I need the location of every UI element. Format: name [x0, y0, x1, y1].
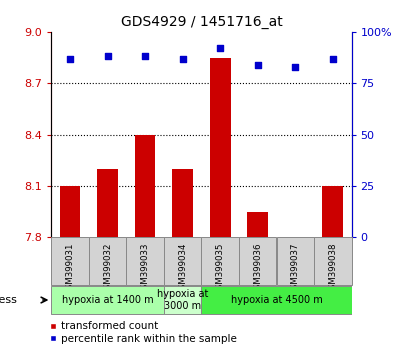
FancyBboxPatch shape: [164, 286, 201, 314]
Text: hypoxia at 1400 m: hypoxia at 1400 m: [62, 295, 153, 305]
Point: [255, 62, 261, 68]
Bar: [60, 186, 81, 237]
Bar: [135, 135, 156, 237]
Point: [142, 54, 149, 59]
FancyBboxPatch shape: [239, 237, 276, 285]
Text: stress: stress: [0, 295, 18, 305]
Text: GSM399031: GSM399031: [66, 243, 75, 296]
Bar: [172, 169, 193, 237]
Point: [104, 54, 111, 59]
Text: GSM399034: GSM399034: [178, 243, 187, 296]
Point: [179, 56, 186, 61]
Bar: [247, 211, 268, 237]
Text: hypoxia at 4500 m: hypoxia at 4500 m: [231, 295, 322, 305]
FancyBboxPatch shape: [164, 237, 201, 285]
Text: GSM399037: GSM399037: [291, 243, 300, 296]
Title: GDS4929 / 1451716_at: GDS4929 / 1451716_at: [120, 16, 282, 29]
Text: GSM399033: GSM399033: [141, 243, 150, 296]
Bar: [322, 186, 343, 237]
FancyBboxPatch shape: [89, 237, 126, 285]
FancyBboxPatch shape: [51, 237, 89, 285]
Legend: transformed count, percentile rank within the sample: transformed count, percentile rank withi…: [49, 320, 238, 345]
Point: [217, 45, 224, 51]
FancyBboxPatch shape: [201, 237, 239, 285]
Point: [292, 64, 299, 70]
FancyBboxPatch shape: [201, 286, 352, 314]
Point: [67, 56, 73, 61]
Text: GSM399032: GSM399032: [103, 243, 112, 296]
FancyBboxPatch shape: [126, 237, 164, 285]
Text: GSM399038: GSM399038: [328, 243, 337, 296]
FancyBboxPatch shape: [276, 237, 314, 285]
FancyBboxPatch shape: [51, 286, 164, 314]
FancyBboxPatch shape: [314, 237, 352, 285]
Text: GSM399035: GSM399035: [216, 243, 225, 296]
Bar: [210, 58, 231, 237]
Text: GSM399036: GSM399036: [253, 243, 262, 296]
Point: [329, 56, 336, 61]
Bar: [97, 169, 118, 237]
Text: hypoxia at
3000 m: hypoxia at 3000 m: [157, 289, 209, 311]
